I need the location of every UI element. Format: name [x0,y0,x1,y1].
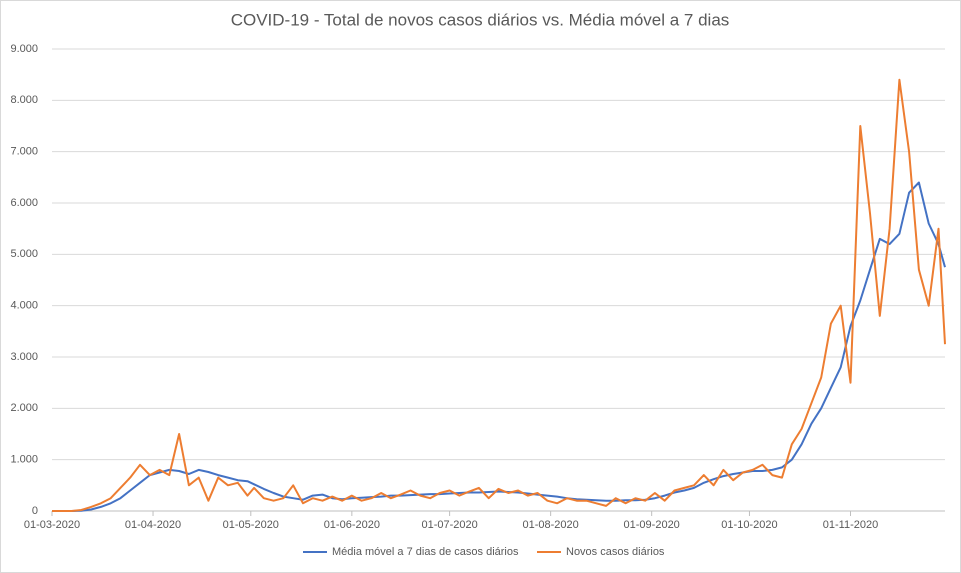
legend-label: Novos casos diários [566,546,665,558]
y-tick-label: 0 [32,505,38,517]
x-tick-label: 01-07-2020 [421,519,477,531]
y-tick-label: 1.000 [10,454,38,466]
line-series [52,181,946,512]
x-tick-label: 01-09-2020 [624,519,680,531]
y-tick-label: 8.000 [10,94,38,106]
y-tick-label: 4.000 [10,300,38,312]
y-tick-label: 7.000 [10,146,38,158]
x-tick-label: 01-10-2020 [721,519,777,531]
x-tick-label: 01-06-2020 [324,519,380,531]
y-tick-label: 9.000 [10,43,38,55]
x-tick-label: 01-08-2020 [523,519,579,531]
chart-title: COVID-19 - Total de novos casos diários … [231,10,730,29]
y-tick-label: 6.000 [10,197,38,209]
x-tick-label: 01-04-2020 [125,519,181,531]
x-tick-label: 01-11-2020 [823,519,878,531]
legend-label: Média móvel a 7 dias de casos diários [332,546,519,558]
x-tick-label: 01-03-2020 [24,519,80,531]
line-series [52,78,946,512]
y-tick-label: 2.000 [10,402,38,414]
y-tick-label: 5.000 [10,248,38,260]
x-tick-label: 01-05-2020 [223,519,279,531]
y-tick-label: 3.000 [10,351,38,363]
